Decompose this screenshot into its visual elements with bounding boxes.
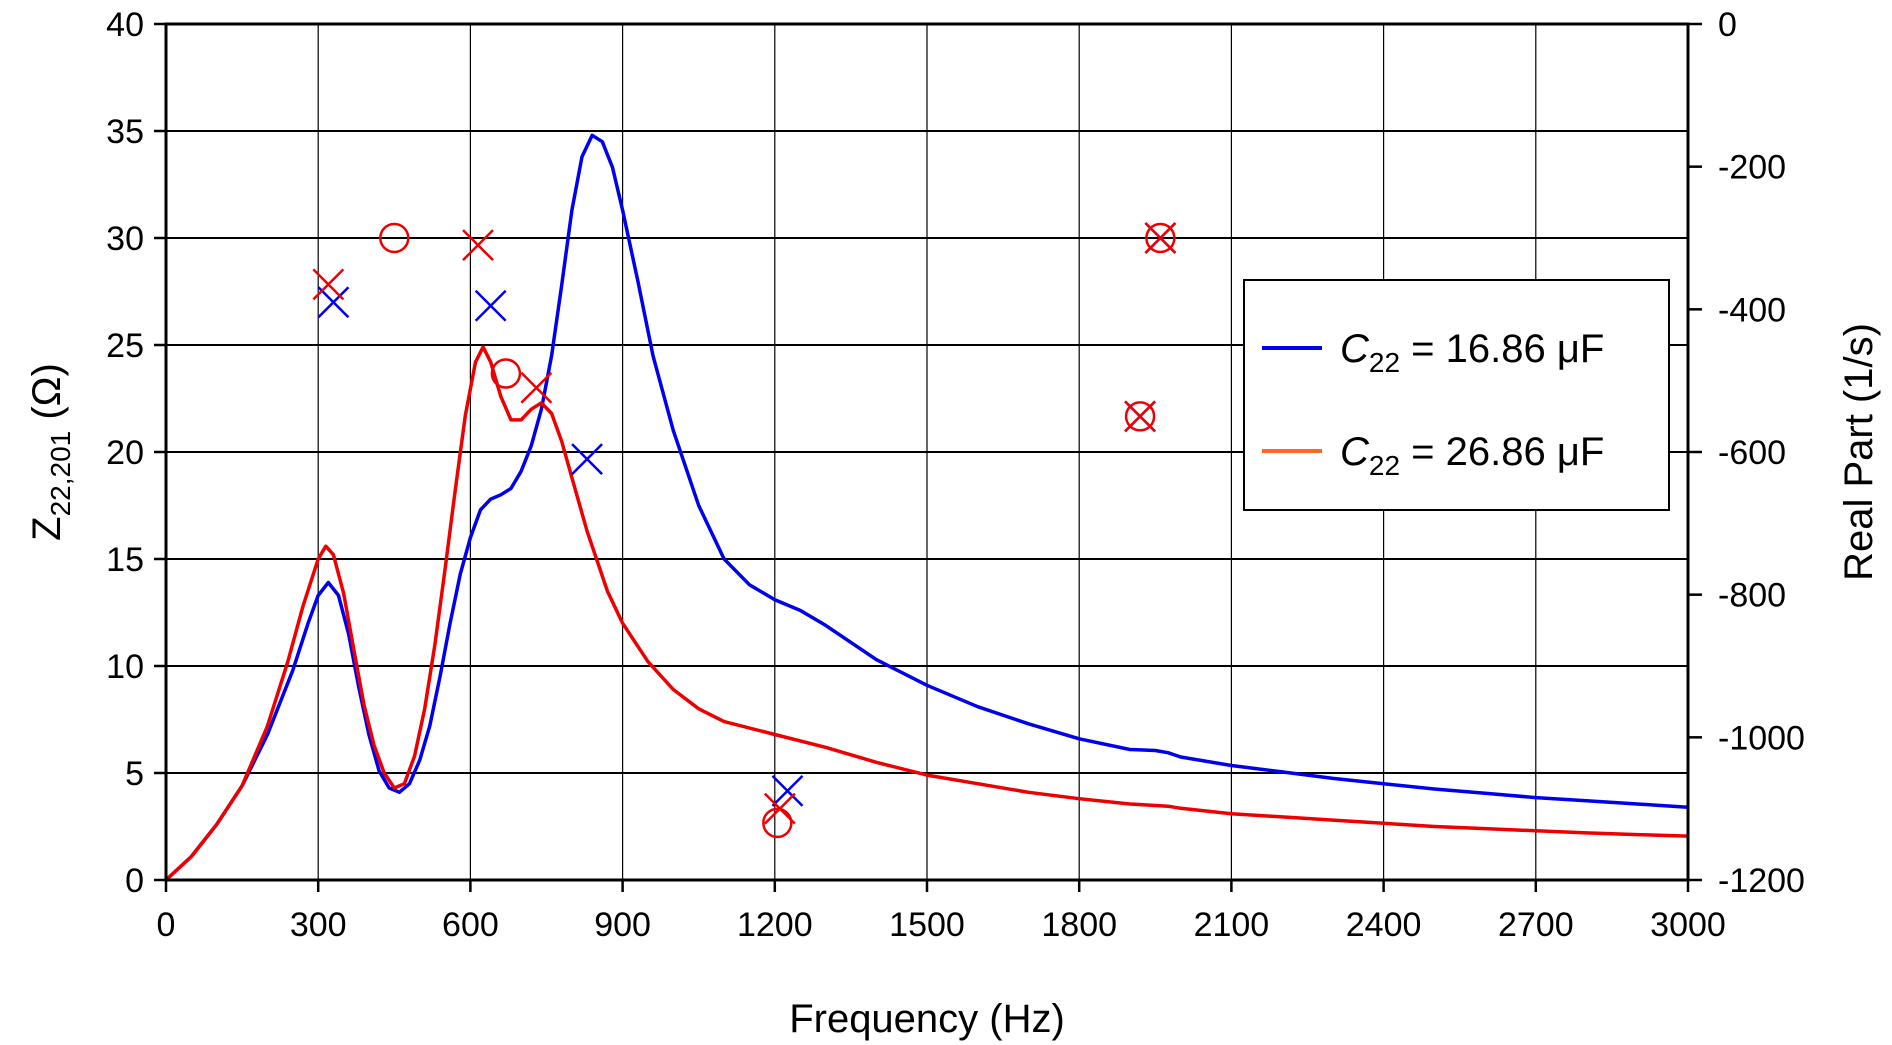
y2-tick-label: -1200 — [1718, 862, 1805, 900]
curves — [164, 133, 1689, 882]
markers — [312, 222, 1177, 839]
legend-label-1-var: C — [1340, 430, 1370, 474]
zero-marker-1 — [1124, 401, 1156, 432]
x-tick-label: 900 — [594, 906, 651, 944]
pole-stroke — [771, 774, 804, 807]
y-axis-title-sub: 22,201 — [45, 431, 76, 517]
series-line-0 — [164, 133, 1689, 882]
legend-label-0-sub: 22 — [1369, 347, 1400, 378]
pole-stroke — [462, 229, 494, 262]
legend-label-1-value: = 26.86 μF — [1400, 430, 1604, 474]
legend-box — [1243, 279, 1670, 511]
pole-marker-1 — [520, 371, 553, 404]
pole-stroke — [763, 792, 796, 825]
pole-marker-0 — [571, 443, 603, 476]
y2-tick-label: -400 — [1718, 291, 1786, 329]
y-tick-label: 10 — [106, 648, 144, 686]
pole-marker-1 — [763, 792, 796, 825]
legend-label-0-value: = 16.86 μF — [1400, 327, 1604, 371]
ticks: 0 300 600 900 1200 1500 1800 2100 2400 2700 300005… — [106, 6, 1805, 944]
y-tick-label: 40 — [106, 6, 144, 44]
x-tick-label: 2700 — [1498, 906, 1574, 944]
y-tick-label: 35 — [106, 113, 144, 151]
x-tick-label: 2100 — [1194, 906, 1270, 944]
pole-marker-0 — [317, 286, 350, 319]
zero-marker-1 — [762, 807, 793, 839]
x-tick-label: 1200 — [737, 906, 813, 944]
y2-axis-title: Real Part (1/s) — [1837, 323, 1881, 581]
legend-label-0: C22 = 16.86 μF — [1340, 327, 1604, 378]
zero-marker-1 — [490, 358, 522, 389]
y-axis-title-main: Z — [25, 516, 69, 540]
x-tick-label: 3000 — [1650, 906, 1726, 944]
x-tick-label: 600 — [442, 906, 499, 944]
zero-marker-1 — [379, 222, 410, 254]
pole-marker-0 — [771, 774, 804, 807]
x-tick-label: 1800 — [1041, 906, 1117, 944]
pole-marker-1 — [462, 229, 494, 262]
y-tick-label: 20 — [106, 434, 144, 472]
x-tick-label: 300 — [290, 906, 347, 944]
y-axis-title-unit: (Ω) — [25, 363, 69, 431]
y-tick-label: 25 — [106, 327, 144, 365]
pole-marker-1 — [1124, 400, 1156, 433]
y-axis-title: Z22,201 (Ω) — [25, 363, 76, 541]
legend-label-0-var: C — [1340, 327, 1370, 371]
y-tick-label: 30 — [106, 220, 144, 258]
pole-stroke — [1144, 222, 1177, 254]
x-tick-label: 0 — [157, 906, 176, 944]
legend-label-1-sub: 22 — [1369, 450, 1400, 481]
pole-marker-1 — [312, 268, 345, 301]
pole-stroke — [520, 371, 553, 404]
y2-tick-label: -200 — [1718, 149, 1786, 187]
y2-tick-label: -1000 — [1718, 719, 1805, 757]
series-line-1 — [164, 345, 1689, 882]
y2-tick-label: -800 — [1718, 577, 1786, 615]
x-tick-label: 2400 — [1346, 906, 1422, 944]
pole-marker-1 — [1144, 222, 1177, 254]
pole-stroke — [312, 268, 345, 301]
zero-marker-1 — [1145, 222, 1176, 254]
legend: C22 = 16.86 μF C22 = 26.86 μF — [1243, 279, 1670, 511]
y-tick-label: 15 — [106, 541, 144, 579]
legend-label-1: C22 = 26.86 μF — [1340, 430, 1604, 481]
pole-marker-0 — [474, 289, 507, 322]
pole-stroke — [1124, 400, 1156, 433]
x-tick-label: 1500 — [889, 906, 965, 944]
y-tick-label: 5 — [125, 755, 144, 793]
pole-stroke — [317, 286, 350, 319]
y-tick-label: 0 — [125, 862, 144, 900]
pole-stroke — [474, 289, 507, 322]
y2-tick-label: 0 — [1718, 6, 1737, 44]
pole-stroke — [571, 443, 603, 476]
x-axis-title: Frequency (Hz) — [789, 997, 1065, 1041]
y2-tick-label: -600 — [1718, 434, 1786, 472]
